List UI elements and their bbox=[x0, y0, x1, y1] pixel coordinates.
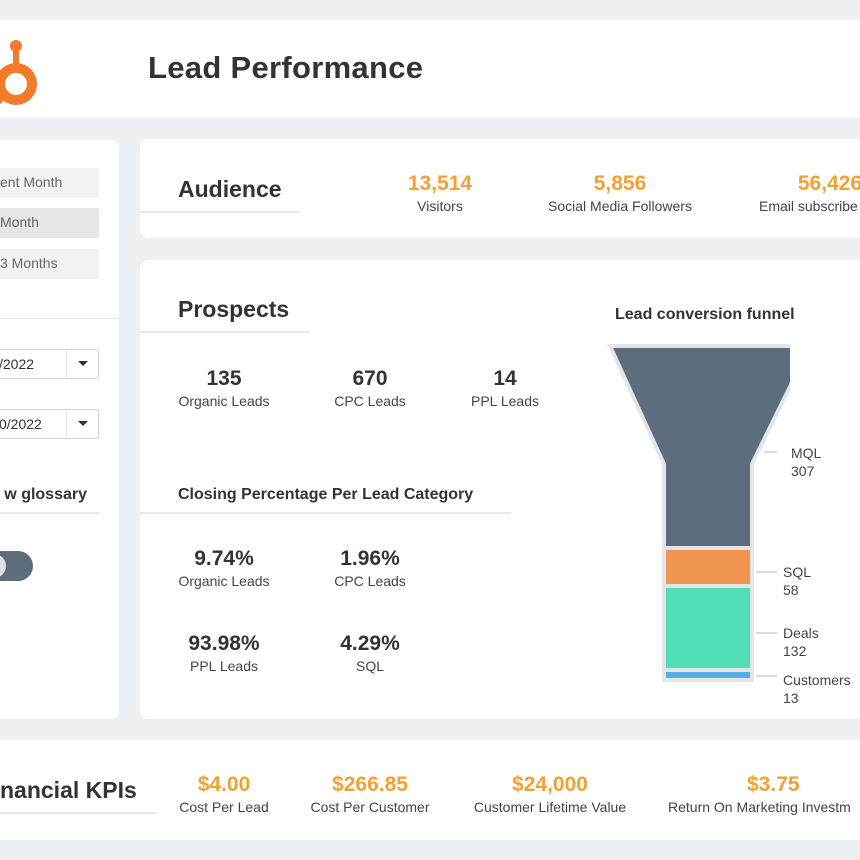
closing-organic-kpi: 9.74% Organic Leads bbox=[164, 547, 284, 591]
date-to-value: 0/2022 bbox=[0, 416, 42, 432]
date-from-value: /2022 bbox=[0, 356, 35, 372]
social-followers-kpi: 5,856 Social Media Followers bbox=[530, 172, 710, 216]
date-from-select[interactable]: /2022 bbox=[0, 349, 99, 379]
social-followers-label: Social Media Followers bbox=[548, 198, 692, 214]
date-to-select[interactable]: 0/2022 bbox=[0, 409, 99, 439]
closing-sql-kpi: 4.29% SQL bbox=[310, 632, 430, 676]
prospects-title: Prospects bbox=[140, 296, 310, 333]
financial-kpis-title: nancial KPIs bbox=[0, 777, 158, 814]
glossary-toggle[interactable] bbox=[0, 551, 33, 581]
funnel-stage-mql bbox=[606, 344, 790, 550]
period-last-month-button[interactable]: Month bbox=[0, 208, 99, 238]
closing-ppl-value: 93.98% bbox=[188, 632, 260, 655]
cost-per-customer-kpi: $266.85 Cost Per Customer bbox=[300, 773, 440, 817]
funnel-deals-name: Deals bbox=[783, 625, 819, 641]
ppl-leads-kpi: 14 PPL Leads bbox=[445, 367, 565, 411]
visitors-label: Visitors bbox=[417, 198, 463, 214]
return-on-marketing-kpi: $3.75 Return On Marketing Investm bbox=[668, 773, 860, 817]
filter-sidebar: ent Month Month 3 Months /2022 0/2022 w … bbox=[0, 140, 119, 719]
funnel-mql-name: MQL bbox=[791, 445, 822, 461]
cost-per-lead-label: Cost Per Lead bbox=[179, 799, 269, 815]
ppl-leads-value: 14 bbox=[493, 367, 517, 390]
cpc-leads-value: 670 bbox=[352, 367, 388, 390]
funnel-stage-sql bbox=[662, 546, 754, 588]
financial-kpis-card bbox=[0, 740, 860, 840]
funnel-mql-value: 307 bbox=[791, 463, 815, 479]
closing-sql-label: SQL bbox=[355, 658, 384, 674]
ppl-leads-label: PPL Leads bbox=[471, 393, 539, 409]
customer-lifetime-value-value: $24,000 bbox=[512, 773, 588, 796]
social-followers-value: 5,856 bbox=[593, 172, 647, 195]
funnel-deals-value: 132 bbox=[783, 643, 807, 659]
page-title: Lead Performance bbox=[148, 50, 424, 85]
visitors-value: 13,514 bbox=[407, 172, 473, 195]
closing-organic-label: Organic Leads bbox=[178, 573, 270, 589]
organic-leads-label: Organic Leads bbox=[178, 393, 270, 409]
cost-per-lead-kpi: $4.00 Cost Per Lead bbox=[164, 773, 284, 817]
closing-ppl-kpi: 93.98% PPL Leads bbox=[164, 632, 284, 676]
closing-cpc-label: CPC Leads bbox=[334, 573, 406, 589]
chevron-down-icon[interactable] bbox=[66, 350, 98, 378]
closing-cpc-kpi: 1.96% CPC Leads bbox=[310, 547, 430, 591]
cost-per-customer-label: Cost Per Customer bbox=[310, 799, 430, 815]
email-subscribers-label: Email subscribe bbox=[759, 198, 858, 214]
funnel-stage-customers bbox=[662, 668, 754, 682]
customer-lifetime-value-label: Customer Lifetime Value bbox=[473, 799, 627, 815]
return-on-marketing-value: $3.75 bbox=[747, 773, 800, 796]
header-bar: Lead Performance bbox=[0, 20, 860, 118]
return-on-marketing-label: Return On Marketing Investm bbox=[668, 799, 851, 815]
lead-conversion-funnel bbox=[606, 344, 790, 682]
funnel-label-customers: Customers 13 bbox=[783, 671, 851, 707]
audience-title: Audience bbox=[140, 176, 300, 213]
funnel-customers-value: 13 bbox=[783, 690, 799, 706]
toggle-knob bbox=[0, 554, 6, 578]
funnel-title: Lead conversion funnel bbox=[615, 306, 795, 323]
funnel-label-mql: MQL 307 bbox=[791, 444, 821, 480]
cpc-leads-kpi: 670 CPC Leads bbox=[310, 367, 430, 411]
glossary-label: w glossary bbox=[0, 486, 99, 514]
funnel-stage-deals bbox=[662, 584, 754, 672]
visitors-kpi: 13,514 Visitors bbox=[380, 172, 500, 216]
organic-leads-value: 135 bbox=[206, 367, 242, 390]
cost-per-customer-value: $266.85 bbox=[332, 773, 408, 796]
period-last-3-months-button[interactable]: 3 Months bbox=[0, 249, 99, 279]
period-current-month-button[interactable]: ent Month bbox=[0, 168, 99, 198]
closing-sql-value: 4.29% bbox=[340, 632, 400, 655]
closing-cpc-value: 1.96% bbox=[340, 547, 400, 570]
funnel-sql-name: SQL bbox=[783, 564, 812, 580]
funnel-label-deals: Deals 132 bbox=[783, 624, 819, 660]
email-subscribers-value: 56,426 bbox=[797, 172, 860, 195]
audience-card bbox=[140, 139, 860, 238]
closing-percentage-title: Closing Percentage Per Lead Category bbox=[140, 486, 511, 514]
funnel-customers-name: Customers bbox=[783, 672, 851, 688]
email-subscribers-kpi: 56,426 Email subscribe bbox=[755, 172, 860, 216]
organic-leads-kpi: 135 Organic Leads bbox=[164, 367, 284, 411]
funnel-label-sql: SQL 58 bbox=[783, 563, 811, 599]
sidebar-divider bbox=[0, 318, 119, 319]
cpc-leads-label: CPC Leads bbox=[334, 393, 406, 409]
funnel-sql-value: 58 bbox=[783, 582, 799, 598]
hubspot-logo-icon bbox=[0, 40, 37, 105]
customer-lifetime-value-kpi: $24,000 Customer Lifetime Value bbox=[465, 773, 635, 817]
chevron-down-icon[interactable] bbox=[66, 410, 98, 438]
closing-organic-value: 9.74% bbox=[194, 547, 254, 570]
cost-per-lead-value: $4.00 bbox=[197, 773, 251, 796]
closing-ppl-label: PPL Leads bbox=[190, 658, 258, 674]
